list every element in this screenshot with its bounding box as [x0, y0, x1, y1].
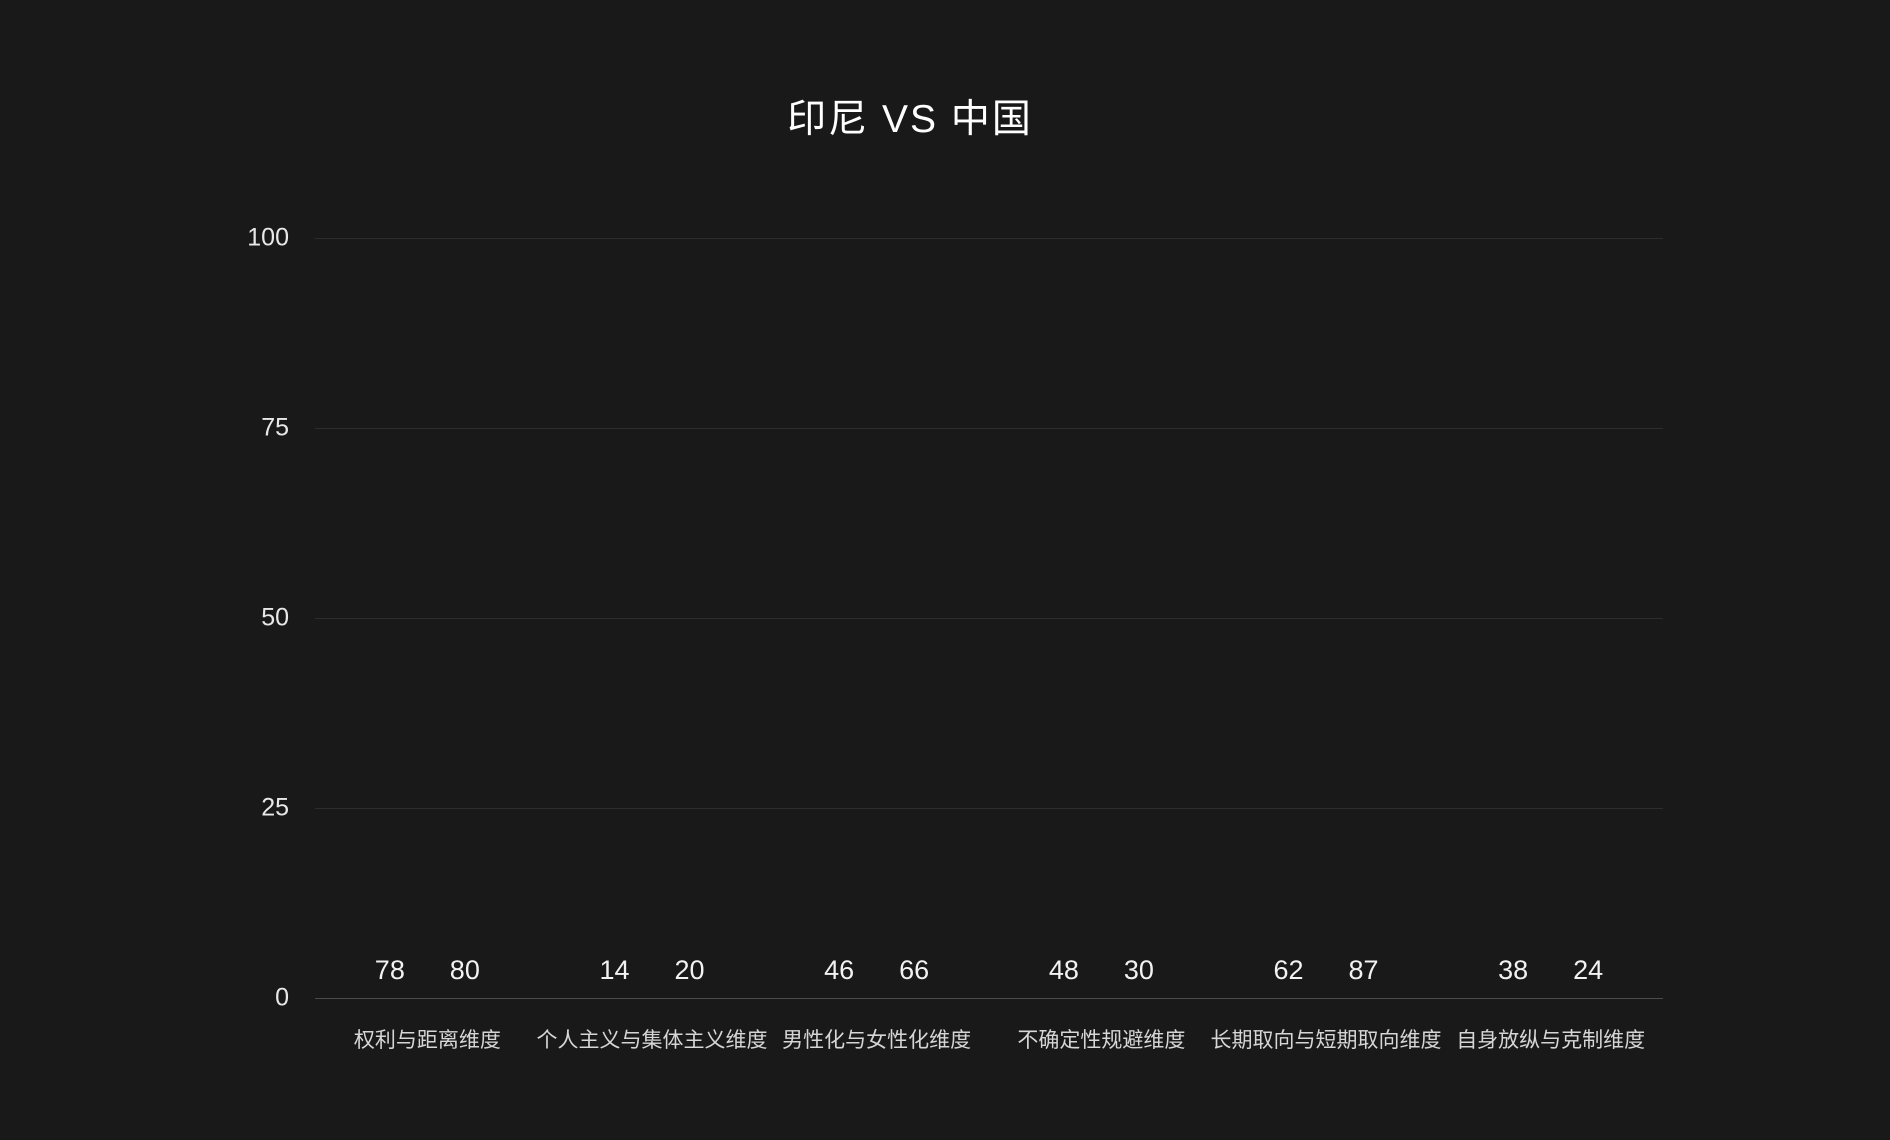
y-axis-tick-label: 0	[275, 983, 289, 1012]
bar-group: 46 66 男性化与女性化维度	[764, 238, 989, 1052]
bar-value-label: 48	[1048, 955, 1079, 985]
x-axis-line	[315, 998, 1663, 999]
x-axis-category-label: 权利与距离维度	[353, 1029, 501, 1052]
bar-value-label: 14	[599, 955, 630, 985]
x-axis-category-label: 自身放纵与克制维度	[1456, 1029, 1646, 1052]
bar-group: 38 24 自身放纵与克制维度	[1438, 238, 1663, 1052]
bar-value-label: 20	[674, 955, 705, 985]
y-axis-tick-label: 100	[247, 223, 289, 252]
x-axis-category-label: 男性化与女性化维度	[782, 1029, 972, 1052]
bar-value-label: 30	[1123, 955, 1154, 985]
gridline	[315, 618, 1663, 619]
x-axis-category-label: 长期取向与短期取向维度	[1210, 1029, 1442, 1052]
bar-value-label: 62	[1273, 955, 1304, 985]
bar-groups: 78 80 权利与距离维度 14 20 个人主义与集体主义维度 46 66 男性化与女性化维度 4…	[315, 238, 1663, 1052]
x-axis-category-label: 个人主义与集体主义维度	[536, 1029, 768, 1052]
bar-group: 78 80 权利与距离维度	[315, 238, 540, 1052]
chart-title: 印尼 VS 中国	[787, 98, 1033, 141]
gridline	[315, 808, 1663, 809]
bar-value-label: 66	[899, 955, 930, 985]
y-axis-tick-label: 75	[261, 413, 289, 442]
bar-value-label: 87	[1348, 955, 1379, 985]
bar-value-label: 38	[1498, 955, 1529, 985]
bar-value-label: 80	[449, 955, 480, 985]
bar-value-label: 78	[374, 955, 405, 985]
y-axis-tick-label: 25	[261, 793, 289, 822]
gridline	[315, 428, 1663, 429]
plot-area: 0 25 50 75 100 78 80 权利与距离维度 14 20 个人主义与集体主义维度 46 66…	[247, 224, 1663, 1052]
bar-group: 62 87 长期取向与短期取向维度	[1211, 238, 1442, 1052]
bar-group: 14 20 个人主义与集体主义维度	[537, 238, 768, 1052]
bar-value-label: 46	[824, 955, 855, 985]
y-axis-tick-label: 50	[261, 603, 289, 632]
bar-value-label: 24	[1573, 955, 1604, 985]
gridline	[315, 238, 1663, 239]
x-axis-category-label: 不确定性规避维度	[1017, 1029, 1186, 1052]
bar-group: 48 30 不确定性规避维度	[989, 238, 1214, 1052]
